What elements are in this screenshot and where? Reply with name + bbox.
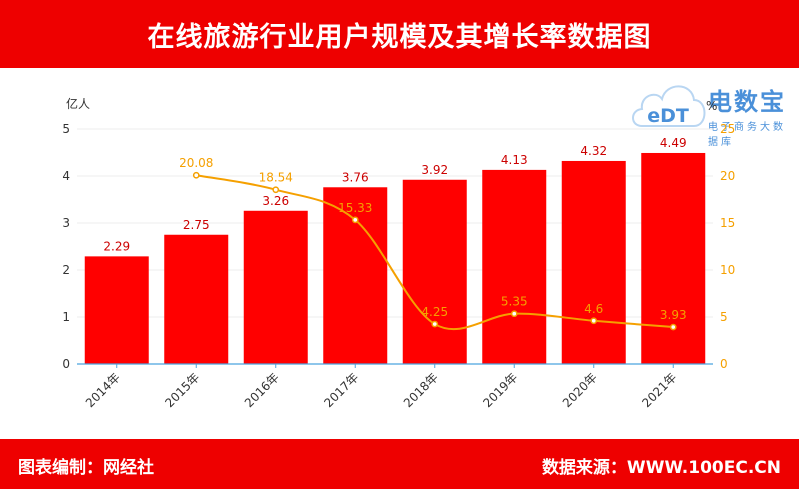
bar-value-label: 4.32 [580,144,607,158]
logo-name: 电数宝 [708,88,786,116]
x-tick-label: 2020年 [560,370,600,410]
bar-value-label: 3.76 [342,170,369,184]
line-value-label: 20.08 [179,156,213,170]
y-tick-label: 1 [62,310,70,324]
x-tick-label: 2016年 [242,370,282,410]
y-axis-ticks: 0 1 2 3 4 5 [62,122,70,371]
y2-axis-ticks: 0 5 10 15 20 25 [720,122,735,371]
bar-value-label: 3.92 [421,163,448,177]
bar [561,160,626,364]
chart-area: 亿人 % 2.292.753.263.763.924.134.324.49 20… [62,96,735,410]
bar [164,234,229,364]
cloud-logo-icon: eDT [632,85,706,127]
x-tick-label: 2019年 [480,370,520,410]
line-point [510,310,518,318]
line-value-label: 4.25 [421,305,448,319]
line-series: 20.08 18.54 15.33 4.25 5.35 4.6 3.93 [179,156,687,331]
bar [482,169,547,364]
bar-value-label: 3.26 [262,194,289,208]
bar [641,152,706,364]
y-tick-label: 0 [62,357,70,371]
y-tick-label: 3 [62,216,70,230]
chart-header: 在线旅游行业用户规模及其增长率数据图 [0,0,799,68]
y2-tick-label: 20 [720,169,735,183]
line-point [272,186,280,194]
chart-title: 在线旅游行业用户规模及其增长率数据图 [147,21,652,53]
line-value-label: 15.33 [338,201,372,215]
x-tick-label: 2021年 [639,370,679,410]
y-tick-label: 5 [62,122,70,136]
line-value-label: 3.93 [660,308,687,322]
bar-value-label: 2.29 [103,239,130,253]
line-point [590,317,598,325]
y-axis-label: 亿人 [66,96,90,111]
footer-credit: 图表编制：网经社 [18,458,154,478]
chart-footer: 图表编制：网经社 数据来源：WWW.100EC.CN [0,439,799,489]
x-tick-label: 2018年 [401,370,441,410]
y2-tick-label: 15 [720,216,735,230]
y-tick-label: 2 [62,263,70,277]
y2-tick-label: 0 [720,357,728,371]
line-point [192,171,200,179]
bar-series: 2.29 2.75 3.26 3.76 3.92 4.13 4.32 4.49 [84,136,706,364]
x-tick-label: 2017年 [321,370,361,410]
logo-tagline: 电子商务大数据库 [708,122,786,148]
y2-axis-label: % [706,99,717,113]
edt-logo: eDT 电数宝 电子商务大数据库 [628,74,793,148]
bar [402,179,467,364]
line-value-label: 18.54 [259,171,293,185]
x-axis: 2014年 2015年 2016年 2017年 2018年 2019年 2020年 2021年 [77,363,713,410]
y2-tick-label: 10 [720,263,735,277]
footer-source: 数据来源：WWW.100EC.CN [541,458,781,478]
x-tick-label: 2015年 [162,370,202,410]
bar [243,210,308,364]
line-value-label: 4.6 [584,302,603,316]
line-point [351,216,359,224]
bar-value-label: 2.75 [183,218,210,232]
line-point [431,320,439,328]
line-point [669,323,677,331]
logo-mark: eDT [647,105,689,127]
bar [84,256,149,364]
y2-tick-label: 25 [720,122,735,136]
y2-tick-label: 5 [720,310,728,324]
x-tick-label: 2014年 [83,370,123,410]
bar-value-label: 4.49 [660,136,687,150]
y-tick-label: 4 [62,169,70,183]
line-value-label: 5.35 [501,295,528,309]
bar-value-label: 4.13 [501,153,528,167]
